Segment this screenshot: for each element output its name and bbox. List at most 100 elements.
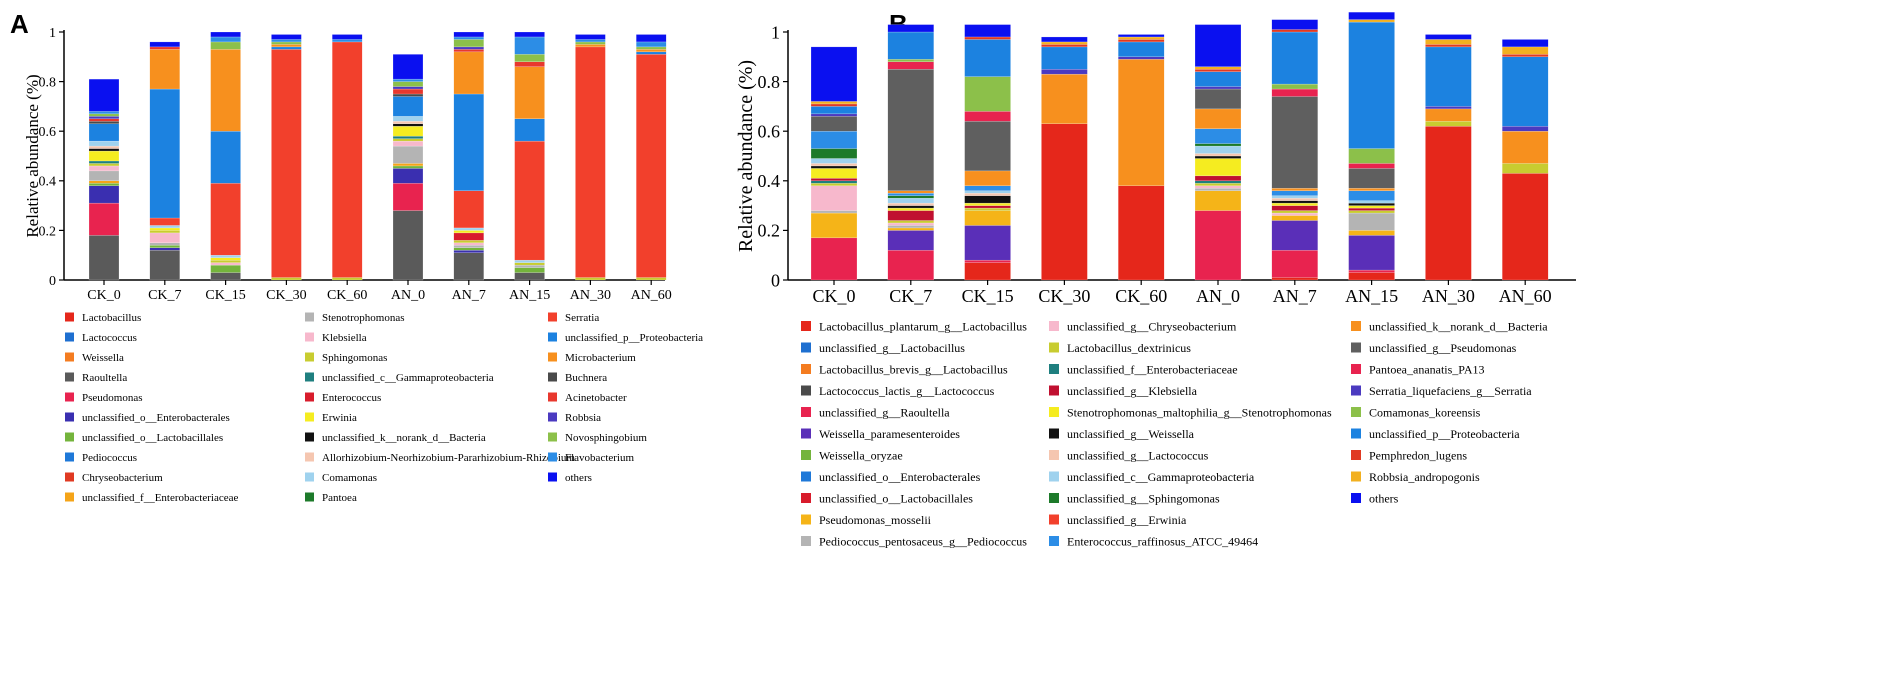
legend-item: Weissella_paramesenteroides: [801, 427, 960, 441]
bar-segment-ck-7-unclassified-c-gammaproteobacteria: [887, 197, 934, 204]
legend-swatch: [801, 514, 811, 525]
legend-swatch: [305, 392, 314, 402]
bar-segment-ck-0-unclassified-g-klebsiella: [810, 178, 858, 182]
bar-segment-ck-0-unclassified-c-gammaproteobacteria: [810, 158, 858, 164]
bar-segment-ck-7-pediococcus-pentosaceus-g-pediococcus: [887, 225, 934, 229]
bar-segment-ck-7-erwinia: [149, 227, 181, 231]
legend-swatch: [548, 412, 557, 422]
legend-item: Comamonas_koreensis: [1351, 405, 1481, 419]
legend-item: Microbacterium: [548, 352, 636, 364]
legend: Lactobacillus Lactococcus Weissella Raoulte…: [65, 312, 703, 504]
bar-segment-ck-15-klebsiella: [210, 262, 241, 266]
legend-label: Serratia: [565, 312, 599, 324]
legend-label: Robbsia_andropogonis: [1369, 470, 1480, 484]
bar-segment-ck-7-acinetobacter: [149, 46, 181, 50]
legend-swatch: [65, 412, 74, 422]
bar-segment-ck-15-lactobacillus-dextrinicus: [964, 207, 1011, 211]
bar-segment-an-0-pediococcus-pentosaceus-g-pediococcus: [1194, 188, 1242, 191]
legend-swatch: [65, 352, 74, 362]
legend-item: unclassified_o__Enterobacterales: [801, 470, 981, 484]
legend-item: Pemphredon_lugens: [1351, 448, 1467, 462]
legend-label: unclassified_g__Sphingomonas: [1067, 491, 1220, 505]
legend-item: Weissella: [65, 352, 124, 364]
legend: Lactobacillus_plantarum_g__Lactobacillus…: [801, 319, 1548, 548]
bar-segment-ck-0-unclassified-o-lactobacillales: [88, 183, 120, 186]
bar-segment-an-15-serratia: [514, 140, 545, 261]
legend-item: unclassified_g__Chryseobacterium: [1049, 319, 1237, 333]
bar-segment-an-0-sphingomonas: [392, 138, 424, 142]
legend-item: unclassified_o__Enterobacterales: [65, 412, 230, 424]
bar-segment-an-7-unclassified-g-pseudomonas: [1271, 96, 1319, 189]
bar-segment-an-15-others: [1348, 11, 1395, 20]
bar-segment-ck-30-unclassified-p-proteobacteria: [271, 46, 302, 50]
bar-segment-an-0-erwinia: [392, 126, 424, 137]
x-tick-label-an-60: AN_60: [631, 288, 672, 303]
bar-segment-an-0-unclassified-f-enterobacteriaceae: [1194, 180, 1242, 184]
bar-segment-an-0-unclassified-c-gammaproteobacteria: [392, 135, 424, 139]
legend-label: Weissella_paramesenteroides: [819, 427, 960, 441]
legend-item: Serratia: [548, 312, 599, 324]
bar-segment-ck-7-unclassified-o-lactobacillales: [149, 245, 181, 248]
bar-segment-ck-30-serratia-liquefaciens-g-serratia: [1041, 68, 1088, 75]
bar-segment-an-7-comamonas-koreensis: [1271, 83, 1319, 90]
bar-segment-an-30-serratia: [575, 46, 606, 278]
bar-segment-ck-7-stenotrophomonas: [149, 242, 181, 246]
bar-segment-ck-15-unclassified-c-gammaproteobacteria: [964, 190, 1011, 194]
bar-segment-ck-15-erwinia: [210, 257, 241, 261]
bar-segment-ck-15-unclassified-g-weissella: [964, 195, 1011, 204]
legend-label: unclassified_f__Enterobacteriaceae: [1067, 362, 1238, 376]
bar-segment-ck-30-robbsia-andropogonis: [1041, 41, 1088, 45]
bar-segment-ck-60-others: [332, 34, 363, 40]
bar-segment-ck-30-novosphingobium: [271, 41, 302, 45]
legend-label: Comamonas: [322, 472, 377, 484]
bar-segment-an-60-others: [636, 34, 667, 43]
bar-segment-an-7-flavobacterium: [453, 36, 484, 40]
legend-label: Flavobacterium: [565, 452, 634, 464]
legend-swatch: [548, 392, 557, 402]
bar-segment-an-0-unclassified-g-chryseobacterium: [1194, 185, 1242, 189]
y-tick-label: 0.2: [758, 221, 781, 241]
legend-swatch: [305, 372, 314, 382]
y-tick-label: 1: [771, 22, 780, 42]
legend-item: unclassified_c__Gammaproteobacteria: [305, 372, 494, 384]
legend-swatch: [801, 385, 811, 396]
x-tick-label-ck-60: CK_60: [327, 288, 367, 303]
bar-segment-an-15-novosphingobium: [514, 54, 545, 62]
bar-segment-an-0-unclassified-o-lactobacillales: [392, 165, 424, 169]
bar-segment-ck-0-klebsiella: [88, 165, 120, 172]
legend-label: unclassified_o__Enterobacterales: [82, 412, 230, 424]
legend-label: Lactococcus_lactis_g__Lactococcus: [819, 384, 995, 398]
legend-item: Pantoea: [305, 492, 357, 504]
legend-swatch: [65, 492, 74, 502]
legend-swatch: [801, 321, 811, 331]
bar-segment-an-30-robbsia-andropogonis: [1425, 39, 1472, 45]
bar-segment-an-60-serratia-liquefaciens-g-serratia: [1501, 126, 1549, 132]
bar-segment-an-0-flavobacterium: [392, 78, 424, 82]
bar-segment-ck-30-flavobacterium: [271, 39, 302, 43]
legend-swatch: [1351, 342, 1361, 353]
bar-segment-an-30-pemphredon-lugens: [1425, 44, 1472, 48]
legend-item: unclassified_p__Proteobacteria: [1351, 427, 1520, 441]
bar-segment-an-7-serratia: [453, 190, 484, 229]
bar-segment-an-7-klebsiella: [453, 242, 484, 246]
legend-item: Serratia_liquefaciens_g__Serratia: [1351, 384, 1532, 398]
bar-segment-an-7-erwinia: [453, 230, 484, 234]
legend-item: unclassified_g__Raoultella: [801, 405, 950, 419]
legend-swatch: [1049, 342, 1059, 353]
bar-segment-an-7-pemphredon-lugens: [1271, 29, 1319, 33]
legend-swatch: [548, 432, 557, 442]
bar-segment-an-0-robbsia: [392, 86, 424, 90]
bar-segment-an-7-unclassified-k-norank-d-bacteria: [1271, 188, 1319, 191]
bar-segment-an-60-novosphingobium: [636, 46, 667, 50]
bar-segment-ck-7-unclassified-g-pseudomonas: [887, 68, 934, 191]
bar-segment-an-30-serratia-liquefaciens-g-serratia: [1425, 106, 1472, 110]
x-tick-label-an-15: AN_15: [509, 288, 550, 303]
legend-label: Pseudomonas: [82, 392, 143, 404]
bar-segment-an-15-comamonas: [514, 259, 545, 263]
bar-segment-ck-7-unclassified-g-chryseobacterium: [887, 222, 934, 226]
bar-segment-an-0-unclassified-f-enterobacteriaceae: [392, 163, 424, 167]
bar-segment-ck-0-pseudomonas-mosselii: [810, 212, 858, 239]
x-tick-label-ck-0: CK_0: [87, 288, 120, 303]
legend-swatch: [801, 493, 811, 503]
bar-segment-ck-7-unclassified-p-proteobacteria: [887, 31, 934, 60]
